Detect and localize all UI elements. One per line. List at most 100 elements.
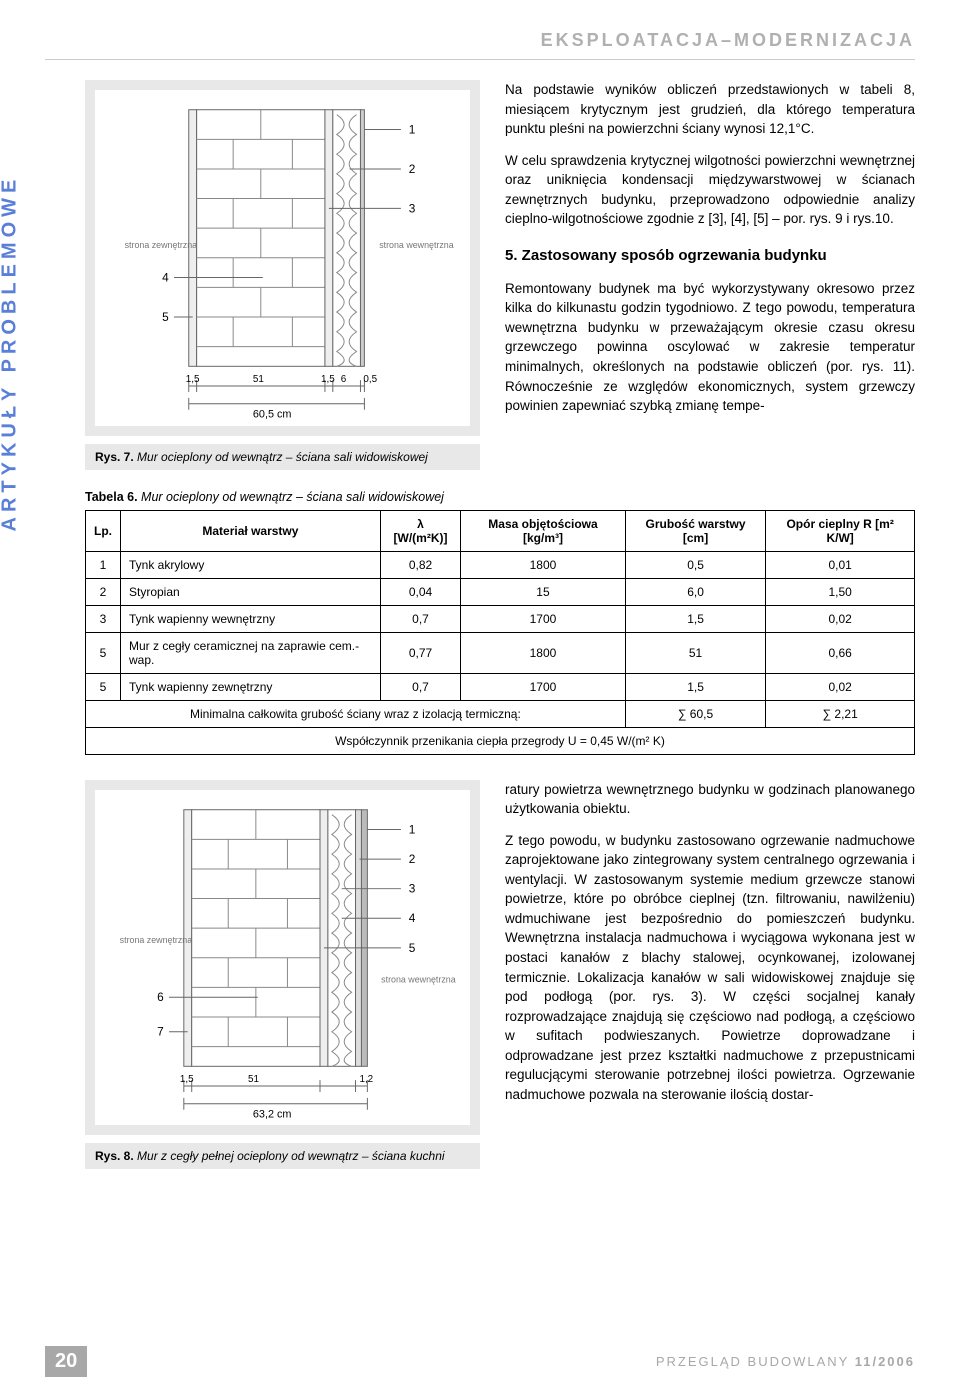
th-lp: Lp. bbox=[86, 510, 121, 551]
cell-material: Tynk wapienny wewnętrzny bbox=[121, 605, 381, 632]
figure-7-diagram: 1 2 3 4 5 strona zewnętrzna strona wewnę… bbox=[95, 90, 470, 426]
cell-material: Tynk akrylowy bbox=[121, 551, 381, 578]
page-container: EKSPLOATACJA–MODERNIZACJA ARTYKUŁY PROBL… bbox=[0, 0, 960, 1395]
figure-7-caption-text: Mur ocieplony od wewnątrz – ściana sali … bbox=[134, 450, 428, 464]
table-row: 1Tynk akrylowy0,8218000,50,01 bbox=[86, 551, 915, 578]
cell-resistance: 1,50 bbox=[766, 578, 915, 605]
cell-mass: 15 bbox=[461, 578, 626, 605]
main-content: 1 2 3 4 5 strona zewnętrzna strona wewnę… bbox=[85, 80, 915, 1169]
page-number: 20 bbox=[45, 1346, 87, 1377]
svg-text:strona wewnętrzna: strona wewnętrzna bbox=[381, 974, 456, 984]
table-sum-row: Minimalna całkowita grubość ściany wraz … bbox=[86, 700, 915, 727]
table-row: 5Mur z cegły ceramicznej na zaprawie cem… bbox=[86, 632, 915, 673]
text-column-top: Na podstawie wyników obliczeń przedstawi… bbox=[505, 80, 915, 470]
table-header-row: Lp. Materiał warstwy λ [W/(m²K)] Masa ob… bbox=[86, 510, 915, 551]
figure-7-caption: Rys. 7. Mur ocieplony od wewnątrz – ścia… bbox=[85, 444, 480, 470]
svg-text:2: 2 bbox=[409, 162, 416, 176]
footer-text-prefix: PRZEGLĄD BUDOWLANY bbox=[656, 1354, 855, 1369]
svg-text:7: 7 bbox=[157, 1024, 164, 1038]
paragraph-3: Remontowany budynek ma być wykorzystywan… bbox=[505, 279, 915, 416]
figure-8-caption-text: Mur z cegły pełnej ocieplony od wewnątrz… bbox=[134, 1149, 445, 1163]
svg-text:63,2 cm: 63,2 cm bbox=[253, 1108, 292, 1120]
top-two-column: 1 2 3 4 5 strona zewnętrzna strona wewnę… bbox=[85, 80, 915, 470]
table-6-caption-rest: Mur ocieplony od wewnątrz – ściana sali … bbox=[138, 490, 444, 504]
header-title: EKSPLOATACJA–MODERNIZACJA bbox=[45, 30, 915, 60]
svg-text:1,5: 1,5 bbox=[321, 374, 335, 385]
figure-8-diagram: 1 2 3 4 5 6 7 strona zewnętrzna strona w… bbox=[95, 790, 470, 1126]
table-6-caption: Tabela 6. Mur ocieplony od wewnątrz – śc… bbox=[85, 490, 915, 504]
cell-material: Tynk wapienny zewnętrzny bbox=[121, 673, 381, 700]
svg-text:strona wewnętrzna: strona wewnętrzna bbox=[379, 240, 454, 250]
svg-text:6: 6 bbox=[157, 990, 164, 1004]
th-resistance: Opór cieplny R [m² K/W] bbox=[766, 510, 915, 551]
cell-thickness: 6,0 bbox=[625, 578, 765, 605]
table-row: 5Tynk wapienny zewnętrzny0,717001,50,02 bbox=[86, 673, 915, 700]
svg-text:2: 2 bbox=[409, 852, 416, 866]
cell-resistance: 0,01 bbox=[766, 551, 915, 578]
th-thickness: Grubość warstwy [cm] bbox=[625, 510, 765, 551]
svg-text:51: 51 bbox=[248, 1074, 259, 1085]
table-row: 3Tynk wapienny wewnętrzny0,717001,50,02 bbox=[86, 605, 915, 632]
cell-resistance: 0,02 bbox=[766, 673, 915, 700]
cell-lp: 1 bbox=[86, 551, 121, 578]
cell-thickness: 1,5 bbox=[625, 605, 765, 632]
figure-7-label-bold: Rys. 7. bbox=[95, 450, 134, 464]
sum-thickness: ∑ 60,5 bbox=[625, 700, 765, 727]
figure-8-caption: Rys. 8. Mur z cegły pełnej ocieplony od … bbox=[85, 1143, 480, 1169]
figure-8-label-bold: Rys. 8. bbox=[95, 1149, 134, 1163]
svg-text:6: 6 bbox=[341, 374, 347, 385]
svg-text:5: 5 bbox=[409, 940, 416, 954]
th-mass: Masa objętościowa [kg/m³] bbox=[461, 510, 626, 551]
paragraph-1: Na podstawie wyników obliczeń przedstawi… bbox=[505, 80, 915, 139]
svg-text:3: 3 bbox=[409, 881, 416, 895]
figure-8-column: 1 2 3 4 5 6 7 strona zewnętrzna strona w… bbox=[85, 780, 480, 1170]
svg-text:4: 4 bbox=[162, 270, 169, 284]
cell-material: Styropian bbox=[121, 578, 381, 605]
cell-lambda: 0,04 bbox=[380, 578, 460, 605]
cell-mass: 1700 bbox=[461, 605, 626, 632]
cell-resistance: 0,02 bbox=[766, 605, 915, 632]
cell-material: Mur z cegły ceramicznej na zaprawie cem.… bbox=[121, 632, 381, 673]
svg-text:strona zewnętrzna: strona zewnętrzna bbox=[120, 934, 193, 944]
cell-lambda: 0,77 bbox=[380, 632, 460, 673]
svg-text:strona zewnętrzna: strona zewnętrzna bbox=[125, 240, 198, 250]
svg-text:51: 51 bbox=[253, 374, 264, 385]
svg-text:1,2: 1,2 bbox=[359, 1074, 373, 1085]
cell-resistance: 0,66 bbox=[766, 632, 915, 673]
cell-lp: 5 bbox=[86, 673, 121, 700]
u-value-cell: Współczynnik przenikania ciepła przegrod… bbox=[86, 727, 915, 754]
footer-text-bold: 11/2006 bbox=[855, 1354, 915, 1369]
figure-7-box: 1 2 3 4 5 strona zewnętrzna strona wewnę… bbox=[85, 80, 480, 436]
table-6-caption-bold: Tabela 6. bbox=[85, 490, 138, 504]
cell-lp: 2 bbox=[86, 578, 121, 605]
svg-text:1,5: 1,5 bbox=[186, 374, 200, 385]
table-6: Lp. Materiał warstwy λ [W/(m²K)] Masa ob… bbox=[85, 510, 915, 755]
svg-text:1,5: 1,5 bbox=[180, 1074, 194, 1085]
svg-text:4: 4 bbox=[409, 911, 416, 925]
svg-text:1: 1 bbox=[409, 122, 416, 136]
svg-text:3: 3 bbox=[409, 201, 416, 215]
figure-7-column: 1 2 3 4 5 strona zewnętrzna strona wewnę… bbox=[85, 80, 480, 470]
svg-text:1: 1 bbox=[409, 822, 416, 836]
cell-lp: 3 bbox=[86, 605, 121, 632]
cell-lp: 5 bbox=[86, 632, 121, 673]
cell-mass: 1700 bbox=[461, 673, 626, 700]
svg-text:5: 5 bbox=[162, 310, 169, 324]
figure-8-box: 1 2 3 4 5 6 7 strona zewnętrzna strona w… bbox=[85, 780, 480, 1136]
footer-text: PRZEGLĄD BUDOWLANY 11/2006 bbox=[656, 1354, 915, 1369]
table-row: 2Styropian0,04156,01,50 bbox=[86, 578, 915, 605]
section-5-title: 5. Zastosowany sposób ogrzewania budynku bbox=[505, 245, 915, 267]
text-column-bottom: ratury powietrza wewnętrznego budynku w … bbox=[505, 780, 915, 1170]
svg-text:60,5 cm: 60,5 cm bbox=[253, 409, 292, 421]
th-lambda: λ [W/(m²K)] bbox=[380, 510, 460, 551]
table-u-row: Współczynnik przenikania ciepła przegrod… bbox=[86, 727, 915, 754]
cell-thickness: 51 bbox=[625, 632, 765, 673]
cell-lambda: 0,7 bbox=[380, 605, 460, 632]
cell-thickness: 0,5 bbox=[625, 551, 765, 578]
paragraph-2: W celu sprawdzenia krytycznej wilgotnośc… bbox=[505, 151, 915, 229]
paragraph-5: Z tego powodu, w budynku zastosowano ogr… bbox=[505, 831, 915, 1105]
sidebar-vertical-label: ARTYKUŁY PROBLEMOWE bbox=[0, 175, 22, 532]
cell-thickness: 1,5 bbox=[625, 673, 765, 700]
bottom-two-column: 1 2 3 4 5 6 7 strona zewnętrzna strona w… bbox=[85, 780, 915, 1170]
cell-lambda: 0,82 bbox=[380, 551, 460, 578]
